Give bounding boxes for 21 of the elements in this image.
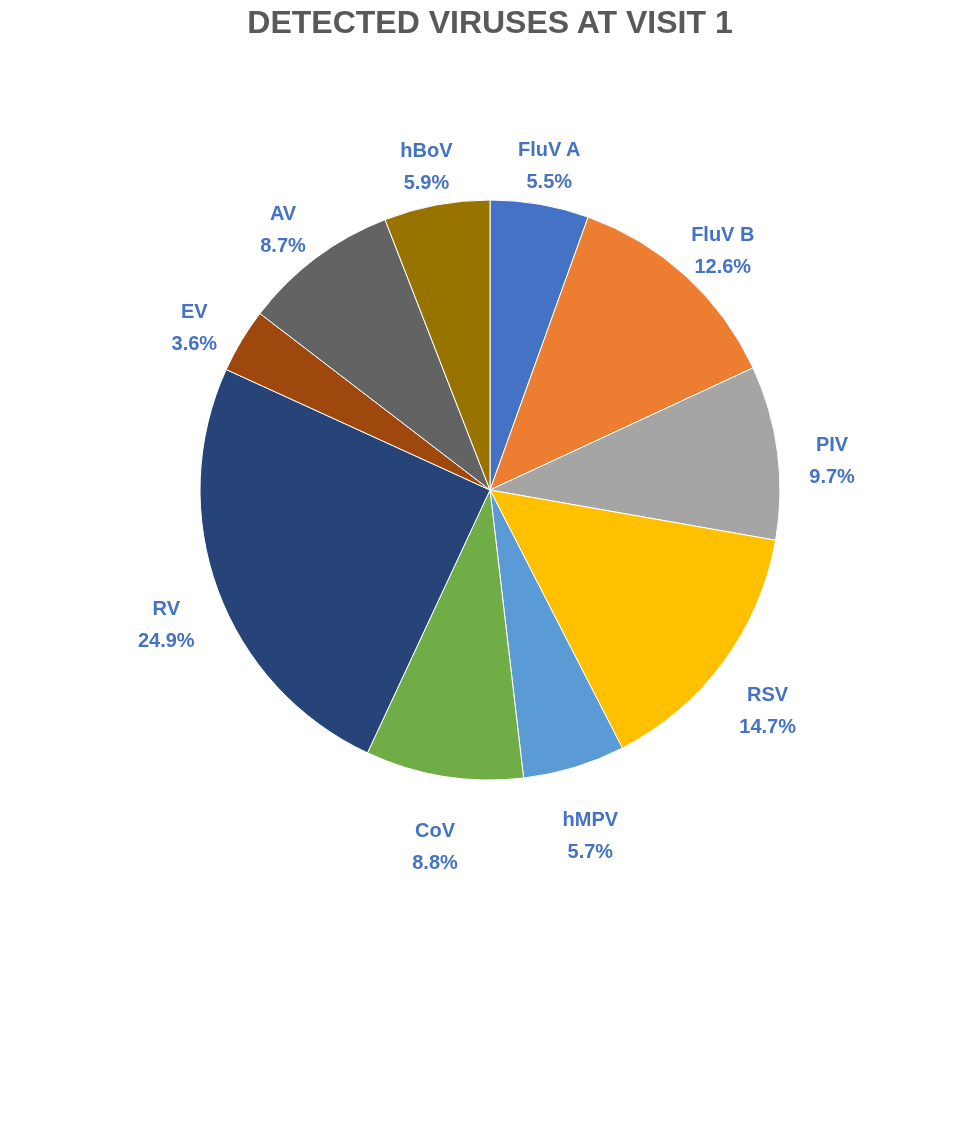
slice-label: FluV B [691, 223, 755, 246]
data-label: 8.8% [412, 850, 459, 873]
slice-label: RV [152, 597, 181, 620]
slice-label: hMPV [562, 808, 619, 831]
slice-label: CoV [415, 818, 456, 841]
data-label: 5.9% [403, 170, 450, 193]
slice-label: hBoV [400, 138, 454, 161]
chart-title: DETECTED VIRUSES AT VISIT 1 [247, 4, 733, 40]
data-label: 8.7% [260, 233, 307, 256]
data-label: 5.5% [526, 170, 573, 193]
data-label: 24.9% [137, 629, 195, 652]
data-label: 12.6% [694, 255, 752, 278]
data-label: 5.7% [567, 840, 614, 863]
data-label: 3.6% [171, 332, 218, 355]
slice-label: PIV [815, 433, 849, 456]
slice-label: FluV A [517, 138, 581, 161]
slice-label: EV [180, 300, 209, 323]
data-label: 14.7% [739, 714, 797, 737]
data-label: 9.7% [809, 465, 856, 488]
slice-label: AV [269, 201, 297, 224]
slice-label: RSV [747, 682, 789, 705]
